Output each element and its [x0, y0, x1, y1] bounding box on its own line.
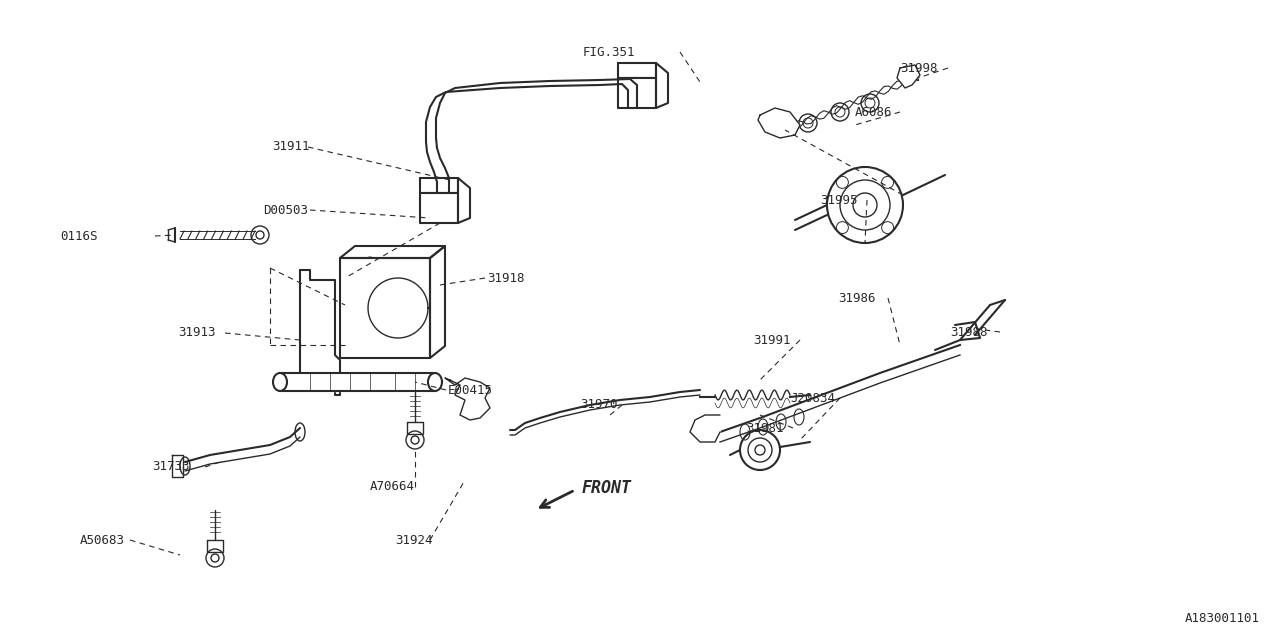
- Text: 31918: 31918: [486, 271, 525, 285]
- Polygon shape: [897, 65, 920, 88]
- Text: 31995: 31995: [820, 193, 858, 207]
- Text: J20834: J20834: [790, 392, 835, 404]
- Text: 31998: 31998: [900, 61, 937, 74]
- Polygon shape: [340, 258, 430, 358]
- Text: 31981: 31981: [746, 422, 783, 435]
- Text: D00503: D00503: [262, 204, 308, 216]
- Text: FIG.351: FIG.351: [582, 45, 635, 58]
- Text: E00415: E00415: [448, 383, 493, 397]
- Polygon shape: [618, 63, 657, 78]
- Text: FRONT: FRONT: [582, 479, 632, 497]
- Polygon shape: [618, 78, 657, 108]
- Polygon shape: [758, 108, 800, 138]
- Text: 31970: 31970: [580, 399, 617, 412]
- Text: A70664: A70664: [370, 481, 415, 493]
- Polygon shape: [445, 378, 490, 420]
- Text: A50683: A50683: [79, 534, 125, 547]
- Text: 31913: 31913: [178, 326, 215, 339]
- Text: A183001101: A183001101: [1185, 612, 1260, 625]
- Text: A6086: A6086: [855, 106, 892, 118]
- Polygon shape: [420, 178, 458, 193]
- Text: 31988: 31988: [950, 326, 987, 339]
- Text: 31733: 31733: [152, 461, 189, 474]
- Polygon shape: [280, 373, 435, 391]
- Text: 31924: 31924: [396, 534, 433, 547]
- Polygon shape: [420, 193, 458, 223]
- Text: 0116S: 0116S: [60, 230, 97, 243]
- Text: 31911: 31911: [273, 141, 310, 154]
- Polygon shape: [690, 415, 719, 442]
- Polygon shape: [300, 270, 340, 395]
- Text: 31986: 31986: [838, 291, 876, 305]
- Text: 31991: 31991: [753, 333, 791, 346]
